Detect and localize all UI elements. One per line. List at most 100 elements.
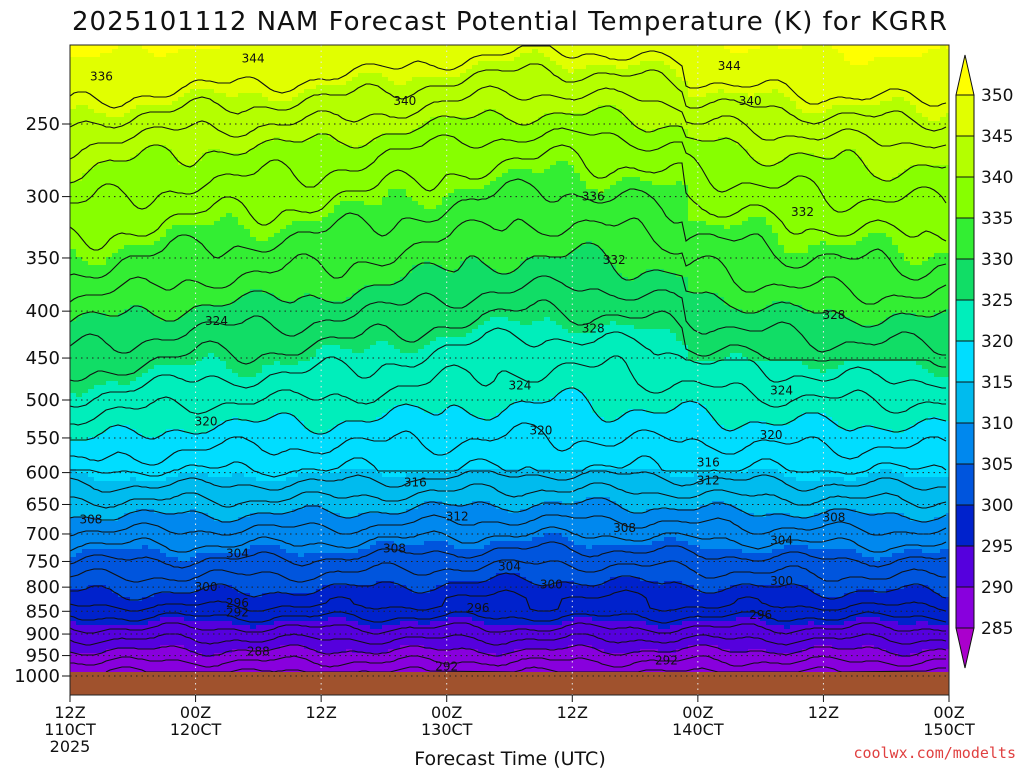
x-tick-label: 110CT: [44, 720, 96, 739]
gridlines: [70, 45, 949, 695]
colorbar-label: 320: [981, 332, 1013, 352]
contour-314: [70, 470, 946, 493]
x-tick-label: 150CT: [923, 720, 975, 739]
y-tick-label: 700: [26, 524, 60, 545]
contour-label: 320: [529, 424, 552, 438]
contour-338: [70, 127, 947, 213]
contour-label: 300: [770, 574, 793, 588]
contour-label: 336: [90, 70, 113, 84]
colorbar-swatch: [955, 504, 975, 547]
plot-frame: [69, 44, 950, 696]
contour-296: [70, 611, 947, 624]
colorbar-label: 315: [981, 373, 1013, 393]
contour-label: 292: [435, 660, 458, 674]
contour-label: 340: [739, 94, 762, 108]
contour-label: 336: [582, 190, 605, 204]
y-tick-label: 550: [26, 428, 60, 449]
contour-label: 344: [242, 51, 265, 65]
contour-290: [70, 644, 947, 657]
colorbar-label: 325: [981, 291, 1013, 311]
contour-318: [70, 422, 947, 466]
contour-label: 296: [467, 601, 490, 615]
contour-322: [70, 355, 946, 426]
y-tick-label: 300: [26, 187, 60, 208]
ground-surface: [70, 672, 949, 695]
x-tick-label: 12Z: [305, 703, 336, 722]
y-axis-ticks: 2503003504004505005506006507007508008509…: [14, 114, 70, 687]
y-tick-label: 400: [26, 301, 60, 322]
color-bands: [70, 45, 949, 695]
contour-324: [70, 327, 946, 408]
contour-320: [70, 387, 947, 441]
colorbar-swatch: [955, 299, 975, 342]
y-tick-label: 750: [26, 551, 60, 572]
contour-label: 304: [226, 546, 249, 560]
contour-label: 308: [79, 512, 102, 526]
plot-area: 344 344 336 340 340 336 332 332 324 328 328 324 324 3…: [70, 45, 949, 695]
y-tick-label: 650: [26, 494, 60, 515]
x-tick-label: 140CT: [672, 720, 724, 739]
contour-344: [70, 63, 947, 132]
contour-label: 320: [195, 415, 218, 429]
y-tick-label: 850: [26, 601, 60, 622]
x-tick-label: 00Z: [682, 703, 713, 722]
contour-label: 288: [247, 644, 270, 658]
x-axis-label: Forecast Time (UTC): [414, 748, 605, 768]
colorbar-swatch: [955, 94, 975, 137]
contour-label: 312: [446, 510, 469, 524]
y-tick-label: 950: [26, 646, 60, 667]
contour-label: 332: [603, 253, 626, 267]
colorbar-label: 295: [981, 537, 1013, 557]
colorbar-swatch: [955, 463, 975, 506]
x-tick-label: 00Z: [431, 703, 462, 722]
colorbar-label: 345: [981, 127, 1013, 147]
contour-label: 324: [509, 378, 532, 392]
colorbar-label: 330: [981, 250, 1013, 270]
contour-label: 324: [205, 314, 228, 328]
contour-label: 344: [718, 59, 741, 73]
colorbar-label: 310: [981, 414, 1013, 434]
contour-304: [70, 541, 946, 569]
x-tick-label: 130CT: [421, 720, 473, 739]
x-tick-label: 12Z: [557, 703, 588, 722]
contour-label: 320: [760, 428, 783, 442]
chart-title: 2025101112 NAM Forecast Potential Temper…: [72, 7, 948, 37]
colorbar-swatch: [955, 340, 975, 383]
credit-link[interactable]: coolwx.com/modelts: [853, 744, 1016, 762]
colorbar-label: 305: [981, 455, 1013, 475]
contour-288: [70, 655, 946, 668]
contour-label: 328: [822, 308, 845, 322]
colorbar-swatch: [955, 586, 975, 629]
contour-label: 304: [498, 560, 521, 574]
contour-label: 300: [540, 578, 563, 592]
contour-294: [70, 622, 946, 635]
colorbar-swatch: [955, 422, 975, 465]
colorbar-swatch: [955, 176, 975, 219]
x-tick-label: 00Z: [180, 703, 211, 722]
colorbar-label: 340: [981, 168, 1013, 188]
contour-label: 308: [383, 541, 406, 555]
contour-330: [70, 242, 947, 328]
x-tick-label: 120CT: [170, 720, 222, 739]
contour-326: [70, 299, 946, 382]
contour-312: [70, 482, 947, 509]
colorbar-swatch: [955, 135, 975, 178]
colorbar-label: 300: [981, 496, 1013, 516]
contour-300: [70, 572, 947, 601]
colorbar-swatch: [955, 545, 975, 588]
contour-lines: [70, 45, 947, 673]
contour-label: 292: [655, 654, 678, 668]
colorbar: 350 345 340 335 330 325 320 315 310 305 300 295 290 2…: [955, 54, 1013, 669]
contour-340: [70, 105, 947, 184]
contour-306: [70, 526, 947, 553]
contour-316: [70, 455, 947, 478]
contour-336: [70, 144, 947, 251]
y-tick-label: 450: [26, 348, 60, 369]
contour-labels: 344 344 336 340 340 336 332 332 324 328 328 324 324 3…: [79, 51, 845, 673]
contour-label: 316: [697, 456, 720, 470]
contour-label: 308: [613, 521, 636, 535]
contour-310: [70, 497, 947, 523]
contour-label: 296: [749, 608, 772, 622]
contour-334: [70, 178, 947, 281]
